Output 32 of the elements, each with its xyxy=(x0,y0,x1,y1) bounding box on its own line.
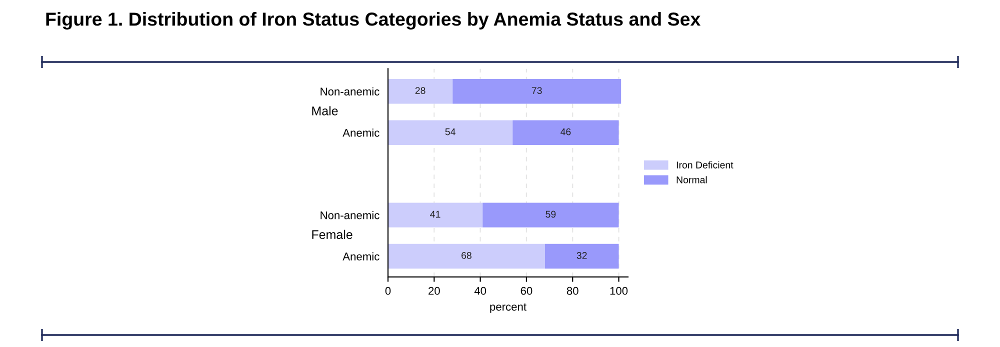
text: Male xyxy=(312,106,338,116)
data-label: 59 xyxy=(546,210,556,218)
bar xyxy=(388,79,453,104)
x-tick-label: 40 xyxy=(474,286,486,295)
bar xyxy=(388,202,483,228)
x-tick-label: 80 xyxy=(566,286,578,295)
bar xyxy=(512,120,619,145)
bar xyxy=(388,244,545,269)
bar xyxy=(452,79,622,104)
text: Female xyxy=(312,230,352,240)
data-label: 41 xyxy=(430,210,440,218)
bar xyxy=(482,202,619,228)
data-label: 32 xyxy=(576,252,587,259)
bar xyxy=(388,120,513,145)
data-label: 68 xyxy=(462,252,472,259)
y-tick-label: Non-anemic xyxy=(320,211,380,220)
legend-label: Iron Deficient xyxy=(676,161,734,168)
data-label: 46 xyxy=(560,128,571,136)
legend-label: Normal xyxy=(676,176,707,184)
x-tick-label: 60 xyxy=(520,286,532,295)
x-tick-label: 0 xyxy=(385,286,391,295)
x-tick-label: 100 xyxy=(610,286,628,295)
data-label: 73 xyxy=(532,87,542,94)
data-label: 28 xyxy=(415,87,426,94)
x-tick-label: 20 xyxy=(428,286,440,295)
y-tick-label: Anemic xyxy=(342,252,380,260)
y-tick-label: Non-anemic xyxy=(320,87,380,96)
x-axis-title: percent xyxy=(490,303,526,313)
data-label: 54 xyxy=(445,128,456,136)
bar xyxy=(544,244,619,269)
chart-title: Figure 1. Distribution of Iron Status Categories by Anemia Status and Sex xyxy=(46,12,701,30)
y-tick-label: Anemic xyxy=(342,128,380,137)
